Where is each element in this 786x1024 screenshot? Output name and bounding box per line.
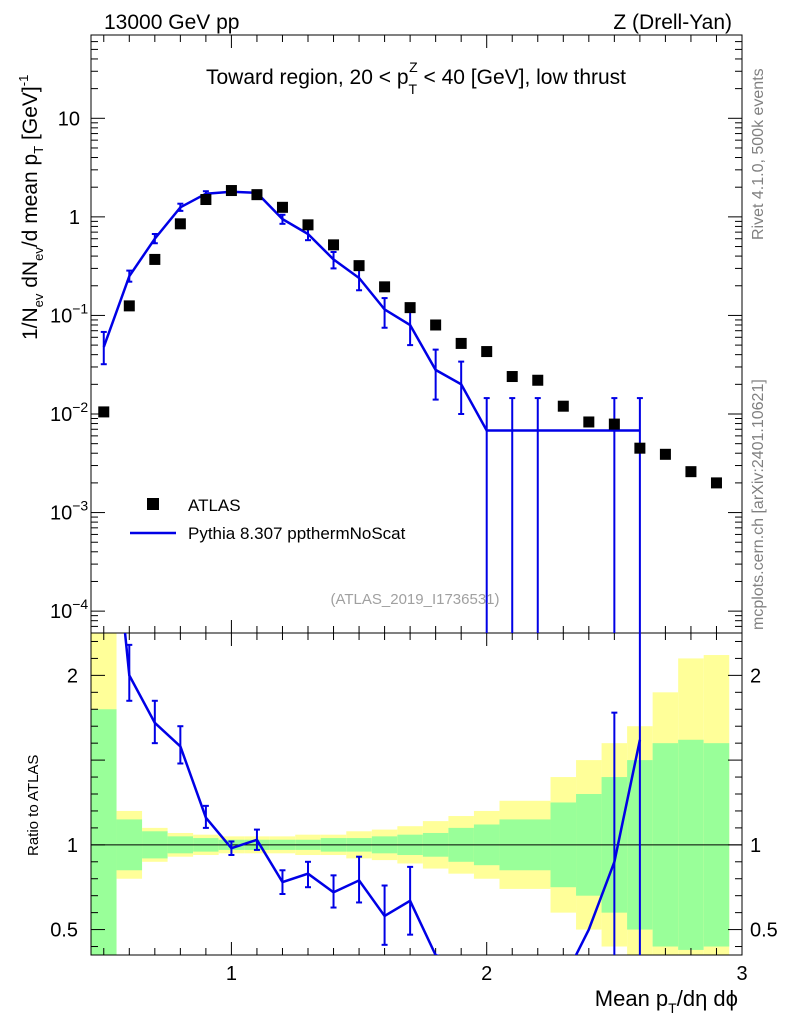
atlas-point-8 [302,219,314,231]
atlas-point-4 [200,194,212,206]
main-y-tick-label-exp-3: −2 [72,399,88,415]
atlas-point-10 [353,260,365,272]
atlas-point-16 [506,371,518,383]
x-tick-label-1: 2 [481,963,492,985]
ylabel-part3: /d mean p [19,154,42,247]
main-y-tick-label-base-2: 10 [50,305,72,327]
legend-pythia-label: Pythia 8.307 ppthermNoScat [188,524,406,543]
atlas-point-18 [557,400,569,412]
x-tick-label-2: 3 [736,963,747,985]
main-y-tick-label-exp-2: −1 [72,300,88,316]
ylabel-part1: 1/N [19,307,42,340]
xlabel-main: Mean p [595,986,668,1011]
ratio-y-tick-label-left-1: 1 [67,835,78,857]
plot-title-sub: T [409,81,418,97]
pythia-ratio-line [123,633,642,955]
xlabel-rest: /dη dϕ [677,986,738,1011]
main-y-tick-label-4: 10−3 [50,498,88,525]
rivet-version-label: Rivet 4.1.0, 500k events [750,68,767,240]
main-y-tick-label-base-3: 10 [50,404,72,426]
analysis-watermark: (ATLAS_2019_I1736531) [330,591,499,608]
main-axis-ticks [91,34,743,634]
legend-atlas-marker [147,498,159,510]
main-y-tick-label-0: 10 [58,108,80,130]
ylabel-sup: -1 [16,75,31,87]
main-y-tick-label-5: 10−4 [50,596,88,623]
atlas-point-17 [532,374,544,386]
ratio-y-tick-label-left-0: 2 [67,665,78,687]
plot-title-prefix: Toward region, 20 < p [206,66,409,89]
main-y-tick-label-exp-4: −3 [72,498,88,514]
plot-title-sup: Z [409,59,418,75]
ratio-y-tick-label-left-2: 0.5 [50,920,78,942]
ylabel-sub2: ev [31,247,46,261]
legend: ATLAS Pythia 8.307 ppthermNoScat [130,496,406,543]
ylabel-part4: [GeV] [19,86,42,146]
header-energy-label: 13000 GeV pp [104,11,239,34]
pythia-line [102,190,640,432]
atlas-point-7 [276,201,288,213]
plot-title-suffix: < 40 [GeV], low thrust [418,66,627,89]
header-process-label: Z (Drell-Yan) [613,11,732,34]
atlas-point-15 [481,346,493,358]
main-y-tick-label-base-5: 10 [50,601,72,623]
atlas-point-0 [98,406,110,418]
x-axis-label: Mean pT/dη dϕ [595,986,738,1016]
atlas-point-14 [455,337,467,349]
atlas-point-11 [379,281,391,293]
atlas-point-6 [251,189,263,201]
xlabel-sub: T [668,1000,677,1016]
main-y-axis-label: 1/Nev dNev/d mean pT [GeV]-1 [16,75,46,340]
ratio-y-axis-label: Ratio to ATLAS [25,755,42,856]
atlas-point-3 [174,218,186,230]
main-y-tick-label-1: 1 [69,207,80,229]
ratio-y-tick-label-right-2: 0.5 [750,920,778,942]
atlas-point-5 [225,185,237,197]
main-series-layer [98,185,722,633]
mcplots-label: mcplots.cern.ch [arXiv:2401.10621] [750,379,767,630]
atlas-point-1 [123,300,135,312]
ratio-clipped-group [123,633,642,955]
ratio-axis-ticks [91,633,743,955]
legend-atlas-label: ATLAS [188,496,241,515]
plot-title: Toward region, 20 < pTZ < 40 [GeV], low … [206,59,626,97]
ratio-y-tick-label-right-0: 2 [750,665,761,687]
atlas-point-9 [328,239,340,251]
ylabel-sub1: ev [31,293,46,307]
main-y-tick-label-3: 10−2 [50,399,88,426]
ratio-series-layer [123,633,642,955]
ratio-inner-band-0 [91,709,117,955]
main-y-tick-label-exp-5: −4 [72,596,88,612]
atlas-point-20 [608,418,620,430]
ratio-y-tick-label-right-1: 1 [750,835,761,857]
atlas-point-21 [634,442,646,454]
x-tick-label-0: 1 [226,963,237,985]
ylabel-part2: dN [19,261,42,294]
atlas-point-24 [710,477,722,489]
atlas-point-23 [685,466,697,478]
atlas-point-12 [404,302,416,314]
atlas-point-2 [149,253,161,265]
main-y-tick-label-2: 10−1 [50,300,88,327]
atlas-point-19 [583,416,595,428]
atlas-point-22 [659,448,671,460]
ylabel-sub3: T [31,146,46,154]
atlas-point-13 [430,319,442,331]
main-y-tick-label-base-4: 10 [50,503,72,525]
